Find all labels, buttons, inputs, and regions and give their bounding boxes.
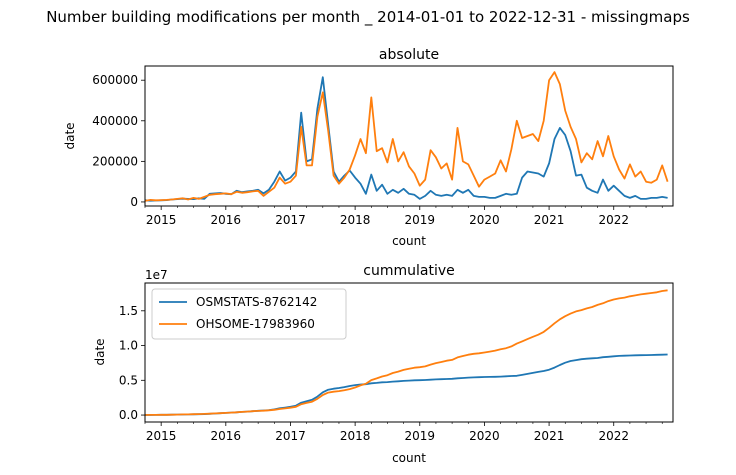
axes-frame-cummulative: [144, 282, 674, 423]
axes-title-cummulative: cummulative: [363, 263, 454, 279]
x-tick-label: 2017: [275, 213, 306, 227]
x-tick-label: 2020: [469, 213, 500, 227]
series-line-cummulative-ohsome: [144, 289, 668, 416]
legend-box: [151, 288, 347, 340]
y-tick-label: 0: [130, 195, 138, 209]
series-line-cummulative-osmstats: [145, 353, 668, 416]
y-tick-label: 0.0: [119, 408, 138, 422]
axes-frame-absolute: [144, 65, 674, 207]
x-tick-label: 2018: [340, 213, 371, 227]
ticks-absolute: 2015 2016 2017 2018 2019 2020 2021 2022 0 200000 4…: [92, 73, 663, 227]
y-axis-label-absolute: date: [63, 122, 77, 149]
series-lines-cummulative: [144, 289, 668, 416]
y-tick-label: 200000: [92, 154, 138, 168]
series-lines-absolute: [144, 71, 669, 202]
y-tick-label: 600000: [92, 73, 138, 87]
legend-label-osmstats: OSMSTATS-8762142: [196, 295, 317, 309]
y-tick-label: 0.5: [119, 373, 138, 387]
axes-absolute: absolute 2015 2016 2017 2018 2019 2020 2021 202…: [63, 47, 674, 248]
x-tick-label: 2019: [405, 213, 436, 227]
series-line-absolute-osmstats: [144, 76, 668, 202]
x-tick-label: 2016: [211, 429, 242, 443]
x-tick-label: 2022: [598, 429, 629, 443]
ticks-cummulative: 2015 2016 2017 2018 2019 2020 2021 2022 0.0 0.5 1.…: [119, 304, 663, 443]
x-tick-label: 2016: [211, 213, 242, 227]
x-tick-label: 2022: [598, 213, 629, 227]
x-tick-label: 2019: [405, 429, 436, 443]
x-axis-label-absolute: count: [392, 234, 426, 248]
x-tick-label: 2015: [146, 429, 177, 443]
x-axis-label-cummulative: count: [392, 451, 426, 465]
y-tick-label: 1.5: [119, 304, 138, 318]
x-tick-label: 2017: [275, 429, 306, 443]
y-scale-label-cummulative: 1e7: [145, 268, 168, 282]
axes-cummulative: cummulative 1e7 2015 2016 2017 2018 2019 2020…: [93, 263, 674, 465]
legend-label-ohsome: OHSOME-17983960: [196, 317, 315, 331]
y-tick-label: 1.0: [119, 339, 138, 353]
x-tick-label: 2021: [534, 429, 565, 443]
x-tick-label: 2015: [146, 213, 177, 227]
legend: OSMSTATS-8762142 OHSOME-17983960: [151, 288, 347, 340]
series-line-absolute-ohsome: [144, 71, 669, 202]
y-tick-label: 400000: [92, 114, 138, 128]
x-tick-label: 2021: [534, 213, 565, 227]
axes-title-absolute: absolute: [379, 47, 439, 63]
figure-suptitle: Number building modifications per month …: [46, 8, 690, 27]
x-tick-label: 2020: [469, 429, 500, 443]
x-tick-label: 2018: [340, 429, 371, 443]
y-axis-label-cummulative: date: [93, 338, 107, 365]
